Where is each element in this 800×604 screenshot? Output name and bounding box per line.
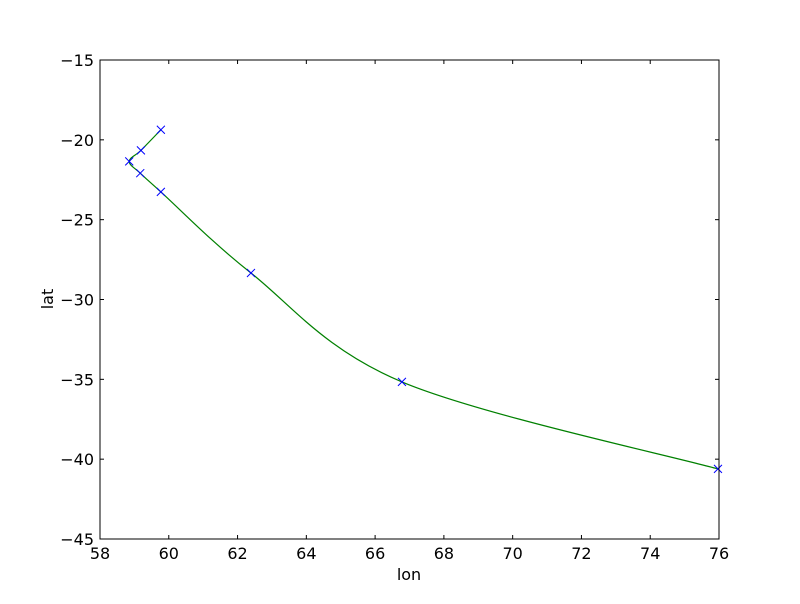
- y-tick-label: −20: [60, 131, 94, 150]
- x-tick-label: 76: [709, 544, 729, 563]
- y-tick-label: −35: [60, 370, 94, 389]
- y-tick-label: −25: [60, 211, 94, 230]
- x-tick-label: 64: [296, 544, 316, 563]
- marker-layer: [124, 125, 723, 474]
- plot-area: [100, 60, 719, 539]
- x-tick-label: 68: [434, 544, 454, 563]
- x-tick-label: 60: [159, 544, 179, 563]
- data-point-marker: [397, 377, 407, 387]
- track-line: [128, 129, 719, 470]
- y-tick-label: −40: [60, 450, 94, 469]
- data-point-marker: [246, 268, 256, 278]
- x-tick-label: 62: [227, 544, 247, 563]
- x-tick-label: 74: [640, 544, 660, 563]
- y-tick-label: −30: [60, 291, 94, 310]
- data-point-marker: [156, 125, 166, 135]
- x-tick-label: 70: [502, 544, 522, 563]
- data-point-marker: [136, 146, 146, 155]
- data-point-marker: [135, 168, 145, 178]
- y-tick-label: −45: [60, 530, 94, 549]
- data-point-marker: [124, 157, 134, 166]
- data-point-marker: [713, 464, 723, 474]
- curve-layer: [128, 129, 719, 470]
- tick-layer: 58 60 62 64 66 68 70 72 74 76 −45 −40 −35 −30 −25 −20 −1…: [60, 51, 729, 563]
- x-tick-label: 66: [365, 544, 385, 563]
- y-axis-label: lat: [38, 289, 57, 310]
- data-point-marker: [156, 187, 166, 197]
- y-tick-label: −15: [60, 51, 94, 70]
- x-axis-label: lon: [397, 565, 421, 584]
- x-tick-label: 72: [571, 544, 591, 563]
- x-tick-label: 58: [90, 544, 110, 563]
